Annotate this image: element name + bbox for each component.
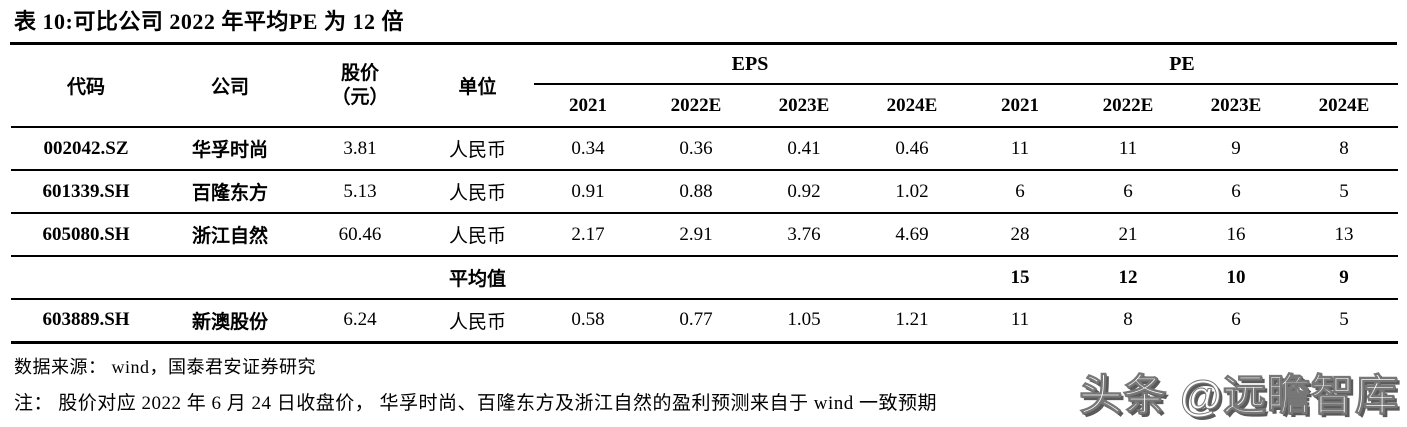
cell-pe-2024e: 9	[1290, 256, 1398, 300]
cell-company: 新澳股份	[161, 299, 299, 344]
cell-eps-2021: 0.91	[534, 170, 642, 214]
col-subheader-eps-2024e: 2024E	[858, 84, 966, 128]
cell-eps-2024e: 1.02	[858, 170, 966, 214]
comparable-companies-table: 代码 公司 股价 （元） 单位 EPS PE 2021 2022E 2023E …	[11, 45, 1398, 344]
cell-eps-2023e: 1.05	[750, 299, 858, 344]
col-subheader-pe-2023e: 2023E	[1182, 84, 1290, 128]
cell-pe-2023e: 6	[1182, 170, 1290, 214]
cell-eps-2021: 2.17	[534, 213, 642, 257]
cell-pe-2022e: 12	[1074, 256, 1182, 300]
cell-eps-2021: 0.34	[534, 127, 642, 171]
cell-code	[11, 256, 161, 300]
table-row-zhejiang: 605080.SH 浙江自然 60.46 人民币 2.17 2.91 3.76 …	[11, 213, 1398, 257]
header-year-row: 2021 2022E 2023E 2024E 2021 2022E 2023E …	[11, 84, 1398, 128]
cell-pe-2024e: 8	[1290, 127, 1398, 171]
col-header-code: 代码	[11, 45, 161, 128]
header-group-row: 代码 公司 股价 （元） 单位 EPS PE	[11, 45, 1398, 128]
cell-pe-2021: 11	[966, 299, 1074, 344]
cell-unit: 人民币	[421, 213, 534, 257]
title-block: 表 10:可比公司 2022 年平均PE 为 12 倍	[10, 0, 1397, 45]
cell-eps-2022e: 0.77	[642, 299, 750, 344]
footnote-line: 注： 股价对应 2022 年 6 月 24 日收盘价， 华孚时尚、百隆东方及浙江…	[14, 392, 938, 414]
col-subheader-pe-2022e: 2022E	[1074, 84, 1182, 128]
cell-pe-2023e: 16	[1182, 213, 1290, 257]
cell-eps-2023e: 3.76	[750, 213, 858, 257]
cell-pe-2024e: 5	[1290, 299, 1398, 344]
cell-pe-2021: 11	[966, 127, 1074, 171]
col-subheader-eps-2021: 2021	[534, 84, 642, 128]
cell-company: 浙江自然	[161, 213, 299, 257]
cell-pe-2023e: 6	[1182, 299, 1290, 344]
cell-eps-2024e: 4.69	[858, 213, 966, 257]
table-title: 表 10:可比公司 2022 年平均PE 为 12 倍	[14, 9, 404, 34]
cell-code: 603889.SH	[11, 299, 161, 344]
col-header-company: 公司	[161, 45, 299, 128]
cell-eps-2022e	[642, 256, 750, 300]
cell-price: 3.81	[299, 127, 421, 171]
col-subheader-pe-2024e: 2024E	[1290, 84, 1398, 128]
cell-pe-2024e: 13	[1290, 213, 1398, 257]
cell-pe-2021: 6	[966, 170, 1074, 214]
cell-pe-2022e: 11	[1074, 127, 1182, 171]
cell-pe-2023e: 10	[1182, 256, 1290, 300]
cell-unit: 人民币	[421, 299, 534, 344]
cell-pe-2022e: 21	[1074, 213, 1182, 257]
table-row-huafu: 002042.SZ 华孚时尚 3.81 人民币 0.34 0.36 0.41 0…	[11, 127, 1398, 171]
cell-company	[161, 256, 299, 300]
table-row-average: 平均值 15 12 10 9	[11, 256, 1398, 300]
cell-eps-2021	[534, 256, 642, 300]
cell-price	[299, 256, 421, 300]
cell-eps-2022e: 2.91	[642, 213, 750, 257]
price-label-line2: （元）	[331, 86, 389, 108]
cell-eps-2023e	[750, 256, 858, 300]
cell-pe-2022e: 8	[1074, 299, 1182, 344]
price-label-line1: 股价	[340, 62, 379, 84]
cell-unit: 人民币	[421, 127, 534, 171]
table-row-xinao: 603889.SH 新澳股份 6.24 人民币 0.58 0.77 1.05 1…	[11, 299, 1398, 344]
cell-code: 601339.SH	[11, 170, 161, 214]
cell-pe-2021: 15	[966, 256, 1074, 300]
data-source-line: 数据来源： wind，国泰君安证券研究	[14, 356, 316, 377]
cell-eps-2024e: 0.46	[858, 127, 966, 171]
cell-price: 5.13	[299, 170, 421, 214]
cell-eps-2024e: 1.21	[858, 299, 966, 344]
cell-unit: 人民币	[421, 170, 534, 214]
cell-code: 002042.SZ	[11, 127, 161, 171]
cell-code: 605080.SH	[11, 213, 161, 257]
cell-average-label: 平均值	[421, 256, 534, 300]
cell-eps-2023e: 0.92	[750, 170, 858, 214]
cell-company: 华孚时尚	[161, 127, 299, 171]
col-header-price: 股价 （元）	[299, 45, 421, 128]
cell-eps-2022e: 0.88	[642, 170, 750, 214]
cell-pe-2021: 28	[966, 213, 1074, 257]
cell-company: 百隆东方	[161, 170, 299, 214]
col-subheader-pe-2021: 2021	[966, 84, 1074, 128]
col-group-pe: PE	[966, 45, 1398, 85]
col-subheader-eps-2023e: 2023E	[750, 84, 858, 128]
cell-price: 60.46	[299, 213, 421, 257]
cell-price: 6.24	[299, 299, 421, 344]
watermark-toutiao-yuanzhan: 头条 @远瞻智库	[1079, 372, 1399, 421]
cell-pe-2022e: 6	[1074, 170, 1182, 214]
table-row-bailong: 601339.SH 百隆东方 5.13 人民币 0.91 0.88 0.92 1…	[11, 170, 1398, 214]
cell-pe-2024e: 5	[1290, 170, 1398, 214]
cell-eps-2022e: 0.36	[642, 127, 750, 171]
cell-eps-2024e	[858, 256, 966, 300]
cell-eps-2021: 0.58	[534, 299, 642, 344]
cell-pe-2023e: 9	[1182, 127, 1290, 171]
col-header-unit: 单位	[421, 45, 534, 128]
col-subheader-eps-2022e: 2022E	[642, 84, 750, 128]
col-group-eps: EPS	[534, 45, 966, 85]
cell-eps-2023e: 0.41	[750, 127, 858, 171]
